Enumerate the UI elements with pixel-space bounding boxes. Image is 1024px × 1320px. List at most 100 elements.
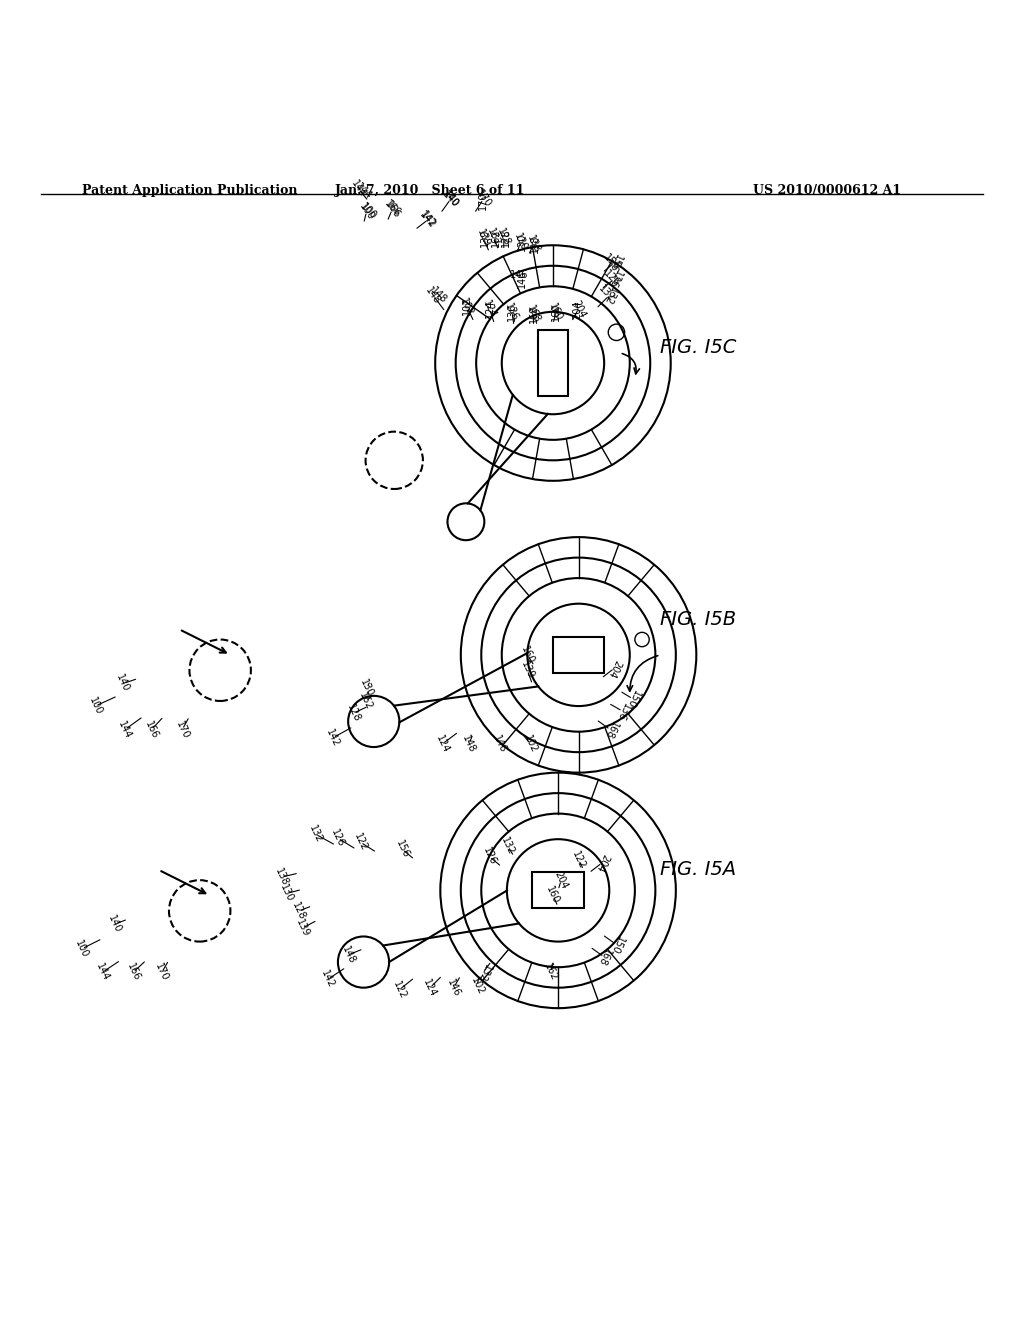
Text: 162: 162 — [485, 227, 502, 248]
Text: 144: 144 — [117, 719, 133, 741]
Text: 168: 168 — [602, 719, 618, 741]
Text: 132: 132 — [307, 824, 324, 845]
Text: 102: 102 — [469, 975, 485, 997]
Text: 144: 144 — [353, 181, 374, 201]
Text: 130: 130 — [512, 232, 528, 252]
Text: 166: 166 — [383, 199, 401, 220]
Text: 140: 140 — [106, 913, 123, 935]
Text: 150: 150 — [608, 935, 625, 956]
Text: 100: 100 — [87, 696, 103, 717]
Text: 102: 102 — [459, 296, 475, 317]
Text: 166: 166 — [382, 198, 402, 218]
Text: 140: 140 — [441, 189, 460, 210]
Text: 168: 168 — [596, 946, 612, 968]
Text: 146: 146 — [517, 269, 527, 288]
Text: 204: 204 — [594, 853, 610, 874]
Text: 130: 130 — [517, 234, 527, 251]
Text: 124: 124 — [481, 298, 498, 319]
Text: 100: 100 — [358, 202, 379, 222]
Text: 144: 144 — [349, 178, 368, 199]
Text: 132: 132 — [601, 285, 617, 306]
Text: 128: 128 — [501, 228, 511, 247]
Text: 142: 142 — [419, 210, 437, 230]
Text: 142: 142 — [319, 969, 336, 990]
Text: 136: 136 — [614, 701, 631, 722]
Text: 160: 160 — [519, 644, 536, 665]
Text: 142: 142 — [325, 727, 341, 748]
Text: Patent Application Publication: Patent Application Publication — [82, 183, 297, 197]
Text: 140: 140 — [440, 189, 461, 210]
Text: 132: 132 — [596, 284, 616, 304]
Text: 138: 138 — [529, 235, 540, 253]
Text: 139: 139 — [519, 660, 536, 681]
Text: 204: 204 — [553, 870, 569, 891]
Text: 144: 144 — [94, 962, 111, 983]
Text: 170: 170 — [174, 719, 190, 741]
Text: 124: 124 — [434, 734, 451, 755]
Text: 138: 138 — [273, 867, 290, 887]
Text: 102: 102 — [462, 297, 472, 315]
Text: 170: 170 — [478, 191, 488, 210]
Text: 139: 139 — [475, 227, 492, 248]
Text: 166: 166 — [143, 719, 160, 741]
Text: 150: 150 — [625, 689, 641, 709]
Bar — [532, 873, 584, 908]
Text: 122: 122 — [352, 832, 369, 853]
Text: 170: 170 — [474, 189, 493, 210]
Text: 156: 156 — [394, 840, 411, 859]
Text: 148: 148 — [461, 734, 477, 755]
Bar — [553, 638, 604, 673]
Text: 204: 204 — [570, 298, 587, 319]
Text: 146: 146 — [510, 271, 528, 280]
Text: FIG. I5B: FIG. I5B — [660, 610, 736, 628]
Text: 162: 162 — [357, 690, 374, 711]
Text: 146: 146 — [445, 977, 462, 998]
Text: 140: 140 — [115, 673, 131, 694]
Text: 138: 138 — [525, 234, 542, 255]
Text: 160: 160 — [548, 301, 564, 322]
Text: 160: 160 — [545, 886, 561, 906]
Text: 139: 139 — [480, 228, 490, 247]
Text: US 2010/0000612 A1: US 2010/0000612 A1 — [753, 183, 901, 197]
Text: 204: 204 — [606, 657, 623, 678]
Text: 122: 122 — [391, 979, 408, 1001]
Text: 148: 148 — [424, 285, 442, 306]
Text: 162: 162 — [543, 962, 559, 983]
Text: 148: 148 — [428, 285, 449, 305]
Text: FIG. I5A: FIG. I5A — [660, 861, 736, 879]
Bar — [538, 330, 568, 396]
Text: 136: 136 — [507, 302, 517, 321]
Text: 166: 166 — [125, 962, 141, 983]
Text: 146: 146 — [492, 734, 508, 755]
Text: 122: 122 — [570, 849, 587, 870]
Text: 162: 162 — [490, 228, 501, 247]
Text: 130: 130 — [279, 883, 295, 904]
Text: 139: 139 — [294, 917, 310, 939]
Text: 170: 170 — [154, 962, 170, 983]
Text: 128: 128 — [345, 702, 361, 723]
Text: 126: 126 — [481, 846, 498, 867]
Text: 204: 204 — [572, 301, 583, 319]
Text: 100: 100 — [74, 939, 90, 960]
Text: 142: 142 — [418, 210, 438, 230]
Text: 128: 128 — [291, 900, 307, 921]
Text: 168: 168 — [525, 304, 542, 325]
Text: 136: 136 — [504, 301, 520, 322]
Text: 124: 124 — [422, 977, 438, 998]
Text: 130: 130 — [358, 677, 375, 698]
Text: 128: 128 — [496, 227, 512, 248]
Text: 124: 124 — [484, 300, 495, 318]
Text: 156: 156 — [601, 252, 622, 273]
Text: 168: 168 — [528, 305, 539, 323]
Text: 126: 126 — [606, 268, 623, 289]
Text: Jan. 7, 2010   Sheet 6 of 11: Jan. 7, 2010 Sheet 6 of 11 — [335, 183, 525, 197]
Text: 126: 126 — [601, 268, 622, 288]
Text: 148: 148 — [340, 945, 356, 965]
Text: 100: 100 — [357, 201, 376, 222]
Text: 132: 132 — [500, 836, 516, 857]
Text: FIG. I5C: FIG. I5C — [660, 338, 737, 358]
Text: 126: 126 — [330, 828, 346, 849]
Text: 160: 160 — [551, 302, 561, 321]
Text: 102: 102 — [522, 734, 539, 755]
Text: 132: 132 — [475, 962, 492, 983]
